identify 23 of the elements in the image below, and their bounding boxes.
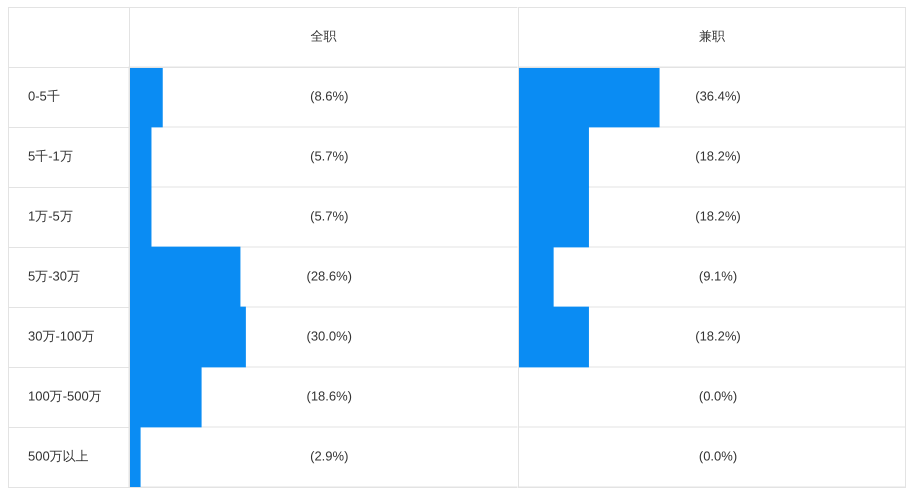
data-label: (30.0%) — [306, 328, 352, 344]
data-label: (9.1%) — [698, 268, 738, 284]
data-label: (0.0%) — [698, 388, 738, 404]
y-tick-label: 100万-500万 — [28, 388, 102, 404]
data-label: (18.6%) — [306, 388, 352, 404]
data-label: (8.6%) — [310, 88, 348, 104]
y-tick-label: 500万以上 — [28, 448, 89, 464]
data-label: (28.6%) — [306, 268, 352, 284]
data-label: (18.2%) — [695, 208, 741, 224]
chart-title: 全职 — [310, 28, 336, 44]
y-tick-label: 1万-5万 — [28, 208, 73, 224]
chart-title: 兼职 — [699, 28, 725, 44]
data-label: (5.7%) — [310, 148, 348, 164]
data-label: (5.7%) — [310, 208, 348, 224]
data-label: (0.0%) — [698, 448, 738, 464]
y-tick-label: 0-5千 — [28, 88, 60, 104]
data-label: (18.2%) — [695, 148, 741, 164]
y-tick-label: 5万-30万 — [28, 268, 80, 284]
data-label: (2.9%) — [310, 448, 348, 464]
y-tick-label: 5千-1万 — [28, 148, 73, 164]
y-tick-label: 30万-100万 — [28, 328, 94, 344]
data-label: (36.4%) — [695, 88, 741, 104]
data-label: (18.2%) — [695, 328, 741, 344]
